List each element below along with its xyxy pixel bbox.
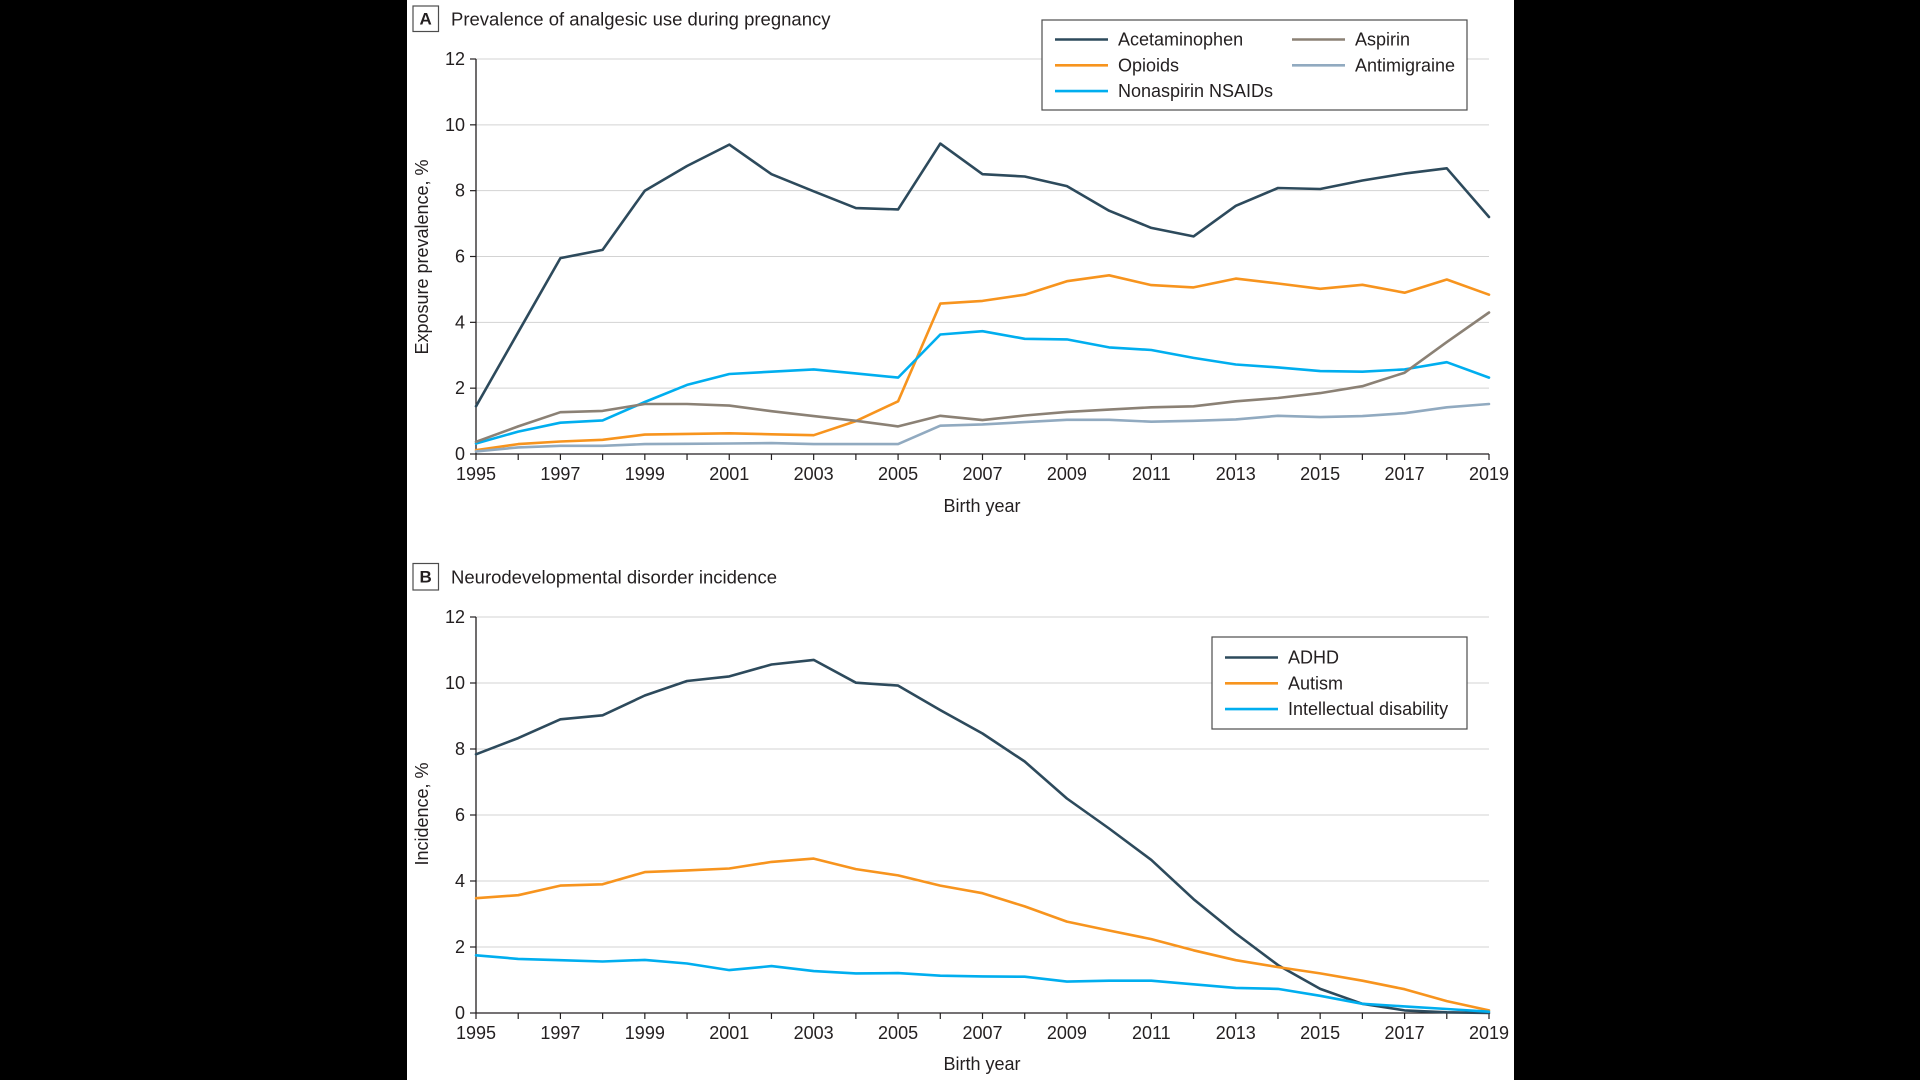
x-tick-label-2013: 2013 <box>1216 1023 1256 1043</box>
x-tick-label-2001: 2001 <box>709 464 749 484</box>
x-tick-label-2003: 2003 <box>794 1023 834 1043</box>
x-tick-label-2011: 2011 <box>1132 464 1171 484</box>
legend-label-aspirin: Aspirin <box>1355 30 1410 50</box>
x-tick-label-2009: 2009 <box>1047 464 1087 484</box>
series-line-antimigraine <box>474 402 1491 453</box>
chart-title: Prevalence of analgesic use during pregn… <box>451 9 831 30</box>
legend-item-antimigraine: Antimigraine <box>1292 55 1455 75</box>
legend-item-adhd: ADHD <box>1225 648 1339 668</box>
y-tick-label-12: 12 <box>445 607 465 627</box>
series-lines <box>474 658 1491 1015</box>
legend-item-opioids: Opioids <box>1055 55 1179 75</box>
x-tick-label-2001: 2001 <box>709 1023 749 1043</box>
x-tick-label-2007: 2007 <box>962 464 1002 484</box>
x-axis-ticks: 1995 1997 1999 2001 2003 2005 2007 2009 2011 2013… <box>456 1013 1509 1043</box>
chart-panel-a: A Prevalence of analgesic use during pre… <box>412 5 1509 516</box>
legend: ADHD Autism Intellectual disability <box>1211 636 1468 730</box>
panel-label: B <box>420 568 432 587</box>
y-tick-label-8: 8 <box>455 181 465 201</box>
series-line-aspirin <box>474 311 1491 444</box>
y-tick-label-6: 6 <box>455 247 465 267</box>
chart-title: Neurodevelopmental disorder incidence <box>451 567 777 588</box>
x-tick-label-2009: 2009 <box>1047 1023 1087 1043</box>
x-tick-label-1999: 1999 <box>625 464 665 484</box>
y-axis-ticks: 0 2 4 6 8 10 12 <box>445 607 476 1023</box>
x-tick-label-2017: 2017 <box>1385 1023 1425 1043</box>
figure-panel <box>407 0 1514 1080</box>
legend-item-acetaminophen: Acetaminophen <box>1055 30 1243 50</box>
x-tick-label-2007: 2007 <box>962 1023 1002 1043</box>
x-tick-label-2013: 2013 <box>1216 464 1256 484</box>
y-tick-label-0: 0 <box>455 1003 465 1023</box>
panel-label-box <box>412 5 440 33</box>
y-tick-label-4: 4 <box>455 871 465 891</box>
legend: Acetaminophen Opioids Nonaspirin NSAIDs Asp… <box>1041 19 1468 111</box>
x-tick-label-1997: 1997 <box>540 1023 580 1043</box>
legend-label-adhd: ADHD <box>1288 648 1339 668</box>
legend-label-intellectual-disability: Intellectual disability <box>1288 699 1448 719</box>
series-line-autism <box>474 857 1491 1012</box>
y-axis-ticks: 0 2 4 6 8 10 12 <box>445 49 476 464</box>
legend-item-autism: Autism <box>1225 673 1343 693</box>
legend-label-opioids: Opioids <box>1118 55 1179 75</box>
y-tick-label-8: 8 <box>455 739 465 759</box>
x-tick-label-1995: 1995 <box>456 1023 496 1043</box>
series-line-acetaminophen <box>474 142 1491 408</box>
x-tick-label-2019: 2019 <box>1469 1023 1509 1043</box>
x-tick-label-2005: 2005 <box>878 464 918 484</box>
x-tick-label-2011: 2011 <box>1132 1023 1171 1043</box>
x-tick-label-1997: 1997 <box>540 464 580 484</box>
y-tick-label-10: 10 <box>445 115 465 135</box>
x-tick-label-2017: 2017 <box>1385 464 1425 484</box>
x-tick-label-2005: 2005 <box>878 1023 918 1043</box>
y-tick-label-10: 10 <box>445 673 465 693</box>
legend-item-aspirin: Aspirin <box>1292 30 1410 50</box>
series-line-intellectual-disability <box>474 953 1491 1014</box>
x-tick-label-2003: 2003 <box>794 464 834 484</box>
legend-item-nonaspirin-nsaids: Nonaspirin NSAIDs <box>1055 81 1273 101</box>
panel-label-box <box>412 562 440 591</box>
y-tick-label-2: 2 <box>455 937 465 957</box>
y-tick-label-12: 12 <box>445 49 465 69</box>
legend-label-nonaspirin-nsaids: Nonaspirin NSAIDs <box>1118 81 1273 101</box>
y-tick-label-2: 2 <box>455 378 465 398</box>
series-line-nonaspirin-nsaids <box>474 329 1491 445</box>
y-tick-label-4: 4 <box>455 312 465 332</box>
legend-label-antimigraine: Antimigraine <box>1355 55 1455 75</box>
x-axis-label: Birth year <box>943 496 1020 516</box>
y-tick-label-6: 6 <box>455 805 465 825</box>
legend-label-autism: Autism <box>1288 673 1343 693</box>
legend-item-intellectual-disability: Intellectual disability <box>1225 699 1448 719</box>
x-tick-label-1999: 1999 <box>625 1023 665 1043</box>
y-axis-label: Exposure prevalence, % <box>412 159 432 354</box>
y-tick-label-0: 0 <box>455 444 465 464</box>
x-tick-label-2019: 2019 <box>1469 464 1509 484</box>
x-tick-label-2015: 2015 <box>1300 1023 1340 1043</box>
x-axis-label: Birth year <box>943 1054 1020 1074</box>
series-line-opioids <box>474 273 1491 452</box>
legend-box <box>1041 19 1468 111</box>
x-tick-label-2015: 2015 <box>1300 464 1340 484</box>
y-axis-label: Incidence, % <box>412 762 432 865</box>
series-lines <box>474 142 1491 453</box>
legend-label-acetaminophen: Acetaminophen <box>1118 30 1243 50</box>
x-axis-ticks: 1995 1997 1999 2001 2003 2005 2007 2009 2011 2013… <box>456 454 1509 484</box>
x-tick-label-1995: 1995 <box>456 464 496 484</box>
series-line-adhd <box>474 658 1491 1015</box>
chart-panel-b: B Neurodevelopmental disorder incidence … <box>412 562 1509 1074</box>
panel-label: A <box>420 10 432 29</box>
